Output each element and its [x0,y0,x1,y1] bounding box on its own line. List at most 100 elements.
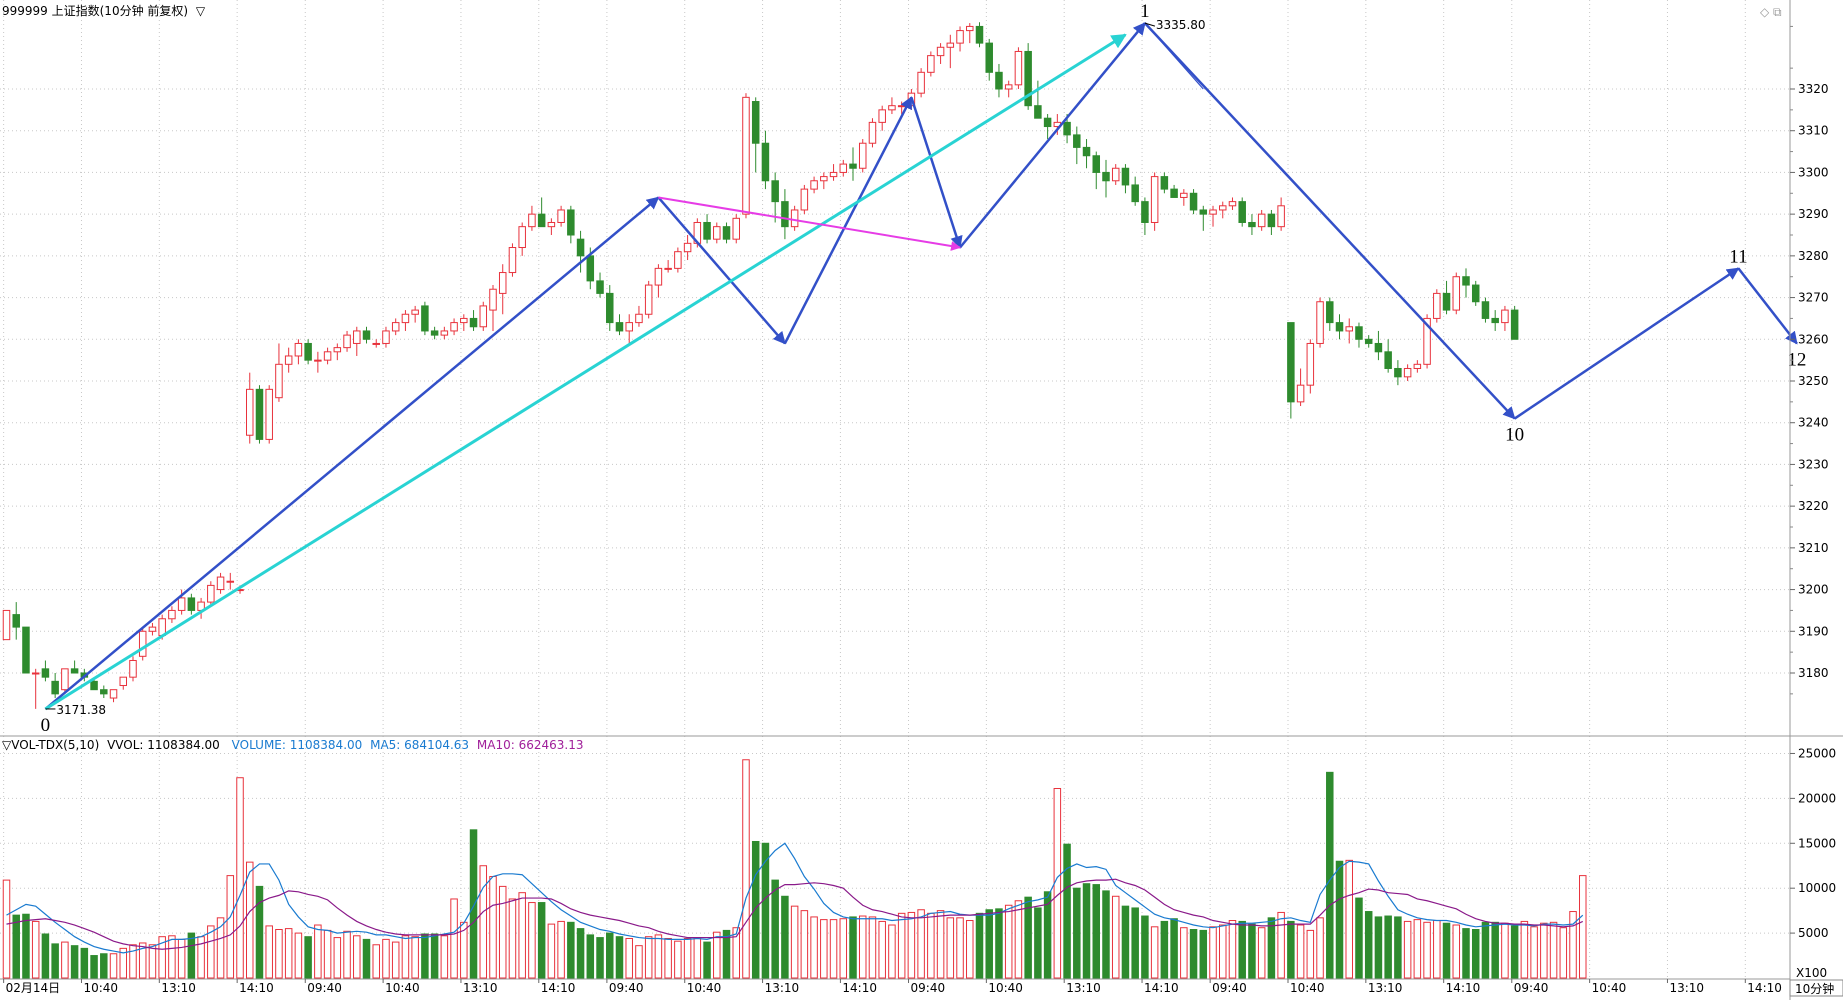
time-tick-label: 09:40 [1514,981,1549,995]
wave-annotations: 0 1 10 11 12 3335.80 3171.38 [41,1,1807,736]
candle-body [537,213,546,228]
volume-bar [1160,920,1169,979]
price-tick-label: 3290 [1798,207,1829,221]
candle-body [722,226,731,240]
volume-bar [635,945,643,979]
candle-body [1209,209,1217,215]
candle-body [1510,309,1519,340]
candle-body [294,342,303,357]
volume-bar [80,947,89,979]
volume-bar [936,910,945,979]
candle-body [1219,205,1227,211]
volume-bar [1209,926,1217,979]
volume-bar [168,935,176,979]
candle-body [489,288,497,311]
candle-body [567,209,575,236]
candle-body [1043,117,1052,128]
time-tick-label: 13:10 [463,981,498,995]
volume-bar [362,938,371,979]
volume-bar [537,902,546,979]
candle-body [683,242,692,253]
candle-body [576,238,585,257]
candle-body [936,46,945,57]
volume-bar [411,936,419,979]
wave-line [1143,22,1516,420]
time-tick-label: 14:10 [1747,981,1782,995]
period-box[interactable] [1789,979,1843,997]
volume-bar [353,935,361,979]
candle-body [1374,342,1383,353]
time-tick-label: 10:40 [83,981,118,995]
window-controls-icon[interactable]: ◇ ⧉ [1760,5,1782,19]
candle-body [956,30,964,44]
volume-bar [1034,907,1042,979]
candle-body [557,209,565,223]
candle-body [897,105,906,108]
volume-bar [1092,884,1101,979]
candle-body [323,351,332,361]
candle-body [781,201,789,228]
volume-bar [31,920,40,979]
volume-bar [1540,922,1548,979]
volume-bar [489,876,497,979]
candle-body [713,226,721,240]
candle-body [177,597,186,611]
volume-bar [1063,843,1071,979]
volume-tick-label: 10000 [1798,881,1836,895]
volume-bar [1403,920,1412,979]
volume-bar [781,895,789,979]
candle-body [343,334,351,349]
volume-bar [382,938,390,979]
volume-bar [158,936,166,979]
volume-bar [644,936,653,979]
time-tick-label: 09:40 [911,981,946,995]
candlesticks [2,22,1519,709]
candle-body [70,668,79,674]
volume-bar [1238,920,1246,979]
chart-title[interactable]: 999999 上证指数(10分钟 前复权) ▽ [2,3,206,18]
volume-bar [1189,929,1198,979]
volume-bar [207,925,215,979]
candle-body [440,330,449,336]
candle-body [51,680,59,695]
volume-bar [1452,924,1461,979]
candle-body [90,680,98,691]
volume-bar [849,916,857,979]
candle-body [732,217,740,240]
time-tick-label: 14:10 [842,981,877,995]
volume-bar [1219,924,1227,979]
candle-body [946,42,955,48]
volume-bar [1257,927,1266,979]
volume-bar [917,909,925,979]
candle-body [1481,301,1490,319]
candle-body [1150,176,1159,223]
candle-body [1024,50,1032,107]
candle-body [1452,276,1461,311]
volume-bar [1102,890,1110,979]
candle-body [1073,134,1081,148]
volume-bar [1014,900,1023,979]
volume-bar [985,909,993,979]
time-tick-label: 13:10 [1066,981,1101,995]
volume-bar [255,885,264,979]
candle-body [265,388,273,440]
volume-bar [430,933,439,979]
volume-tick-label: 5000 [1798,926,1829,940]
volume-bar [469,829,478,979]
volume-bar [119,947,128,979]
candle-body [1277,205,1285,228]
volume-bar [771,879,779,979]
volume-bar [683,937,692,979]
price-tick-label: 3300 [1798,165,1829,179]
candle-body [742,96,750,215]
period-label[interactable]: 10分钟 [1795,981,1834,996]
time-tick-label: 13:10 [1368,981,1403,995]
candle-body [1238,201,1246,223]
candle-body [761,142,770,182]
volume-bar [1277,911,1285,979]
time-tick-label: 14:10 [1446,981,1481,995]
candle-body [304,342,312,361]
volume-bar [703,941,711,979]
time-tick-label: 13:10 [765,981,800,995]
volume-bar [722,929,731,979]
